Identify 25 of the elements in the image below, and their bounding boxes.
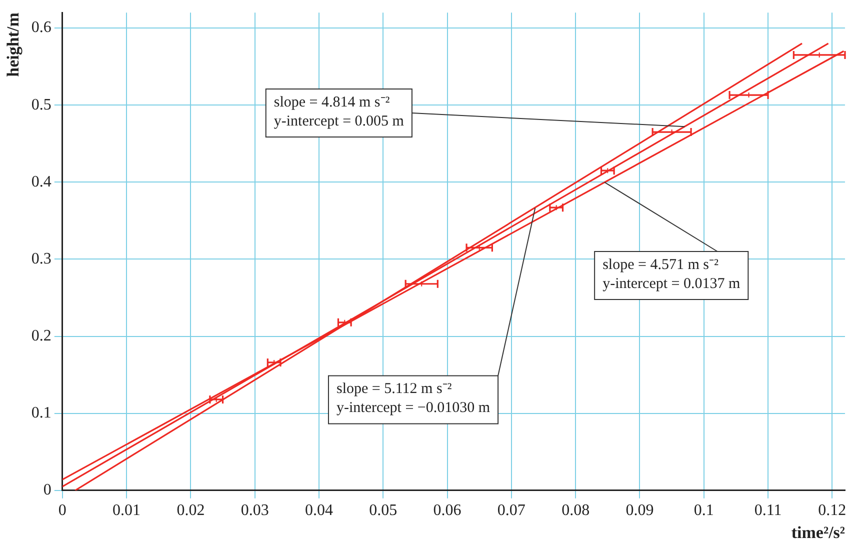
x-tick-label: 0.07	[497, 502, 526, 520]
y-axis-title: height/m	[4, 12, 23, 77]
x-tick-label: 0.03	[240, 502, 269, 520]
x-axis-title: time²/s²	[791, 523, 845, 542]
x-tick-label: 0.04	[304, 502, 333, 520]
annotation: slope = 4.571 m s⁻² y-intercept = 0.0137 m	[602, 256, 740, 292]
x-tick-label: 0	[58, 502, 66, 520]
y-tick-label: 0	[43, 482, 52, 499]
x-tick-label: 0.09	[626, 502, 654, 520]
y-tick-label: 0.2	[31, 327, 52, 344]
x-tick-label: 0.06	[433, 502, 462, 520]
x-tick-label: 0.01	[112, 502, 141, 520]
y-tick-label: 0.5	[31, 96, 52, 114]
y-tick-label: 0.3	[31, 250, 52, 268]
x-tick-label: 0.05	[369, 502, 398, 520]
x-tick-label: 0.1	[694, 502, 714, 520]
y-tick-label: 0.1	[31, 404, 52, 422]
x-tick-label: 0.11	[754, 502, 782, 520]
x-tick-label: 0.02	[176, 502, 205, 520]
x-tick-label: 0.12	[818, 502, 846, 520]
x-tick-label: 0.08	[562, 502, 590, 520]
y-tick-label: 0.4	[31, 173, 52, 190]
annotation: slope = 4.814 m s⁻² y-intercept = 0.005 m	[274, 94, 404, 130]
annotation: slope = 5.112 m s⁻² y-intercept = −0.01030 m	[336, 381, 490, 416]
y-tick-label: 0.6	[31, 19, 52, 36]
